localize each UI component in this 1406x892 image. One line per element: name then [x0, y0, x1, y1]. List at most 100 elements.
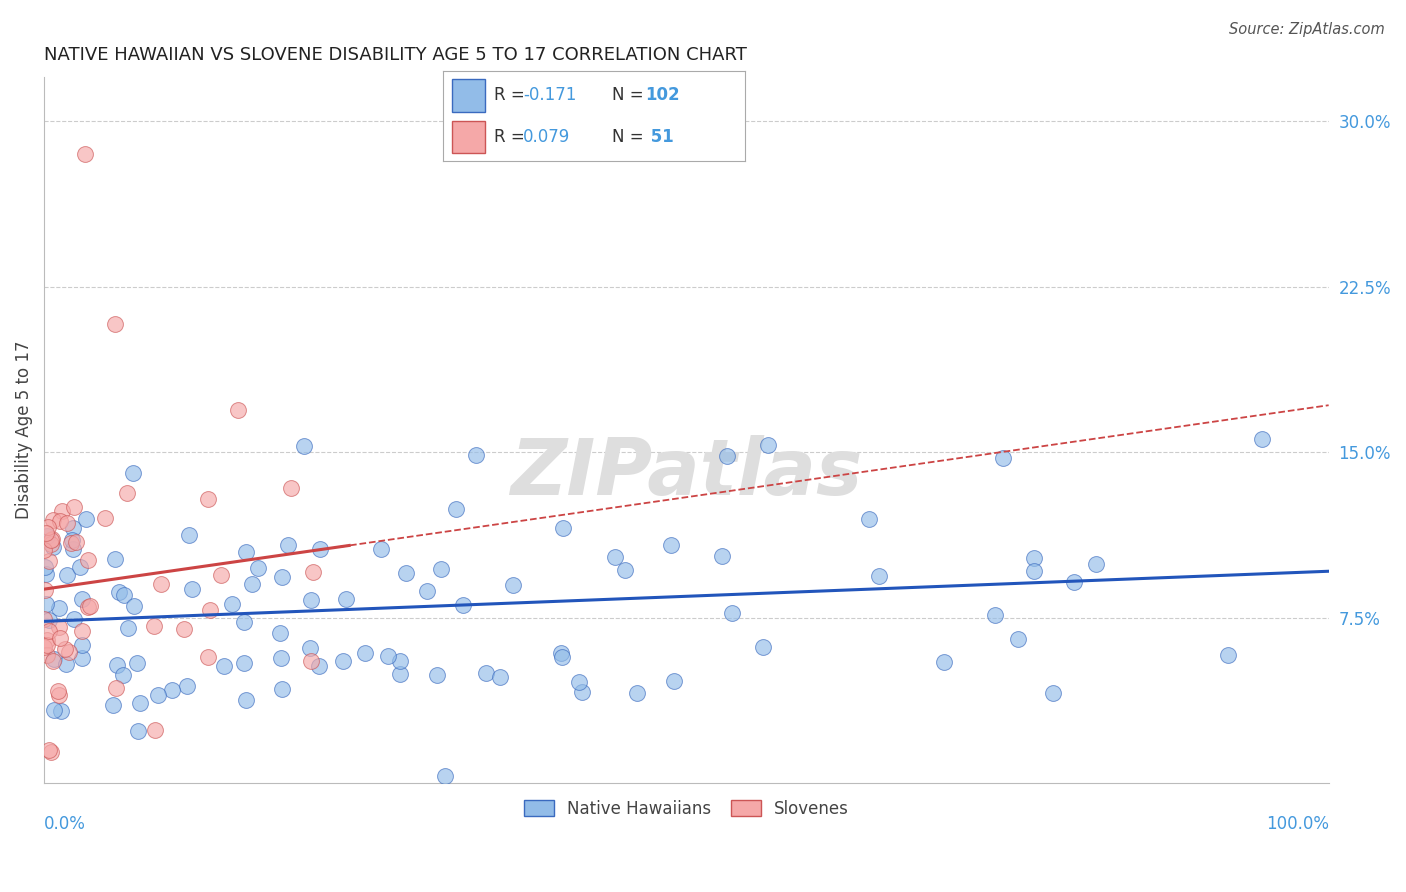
Point	[233, 615, 256, 629]
Point	[122, 599, 145, 613]
Point	[49, 704, 72, 718]
Point	[388, 654, 411, 668]
Point	[430, 561, 453, 575]
Point	[38, 743, 60, 757]
Point	[37, 638, 59, 652]
Point	[1007, 632, 1029, 647]
Text: 51: 51	[645, 128, 673, 146]
Point	[35, 566, 58, 581]
Point	[32, 542, 55, 557]
Point	[37, 529, 59, 543]
Point	[41, 745, 63, 759]
Point	[1042, 686, 1064, 700]
Point	[75, 147, 97, 161]
Text: 0.079: 0.079	[523, 128, 571, 146]
Point	[269, 626, 291, 640]
Point	[858, 512, 880, 526]
Point	[173, 623, 195, 637]
Point	[32, 612, 55, 626]
Point	[280, 482, 302, 496]
Point	[112, 588, 135, 602]
Point	[309, 541, 332, 556]
Point	[751, 640, 773, 654]
Point	[42, 703, 65, 717]
Point	[198, 603, 221, 617]
Point	[104, 551, 127, 566]
Point	[76, 600, 98, 615]
Point	[551, 521, 574, 535]
Point	[41, 533, 63, 547]
Point	[214, 658, 236, 673]
Point	[465, 448, 488, 462]
Point	[34, 559, 56, 574]
Point	[394, 566, 416, 580]
Point	[370, 542, 392, 557]
Point	[48, 601, 70, 615]
Point	[111, 668, 134, 682]
Point	[756, 437, 779, 451]
Text: ZIPatlas: ZIPatlas	[510, 434, 862, 510]
Point	[308, 659, 330, 673]
Point	[1063, 575, 1085, 590]
Point	[72, 591, 94, 606]
Point	[70, 624, 93, 638]
Point	[240, 577, 263, 591]
Point	[664, 673, 686, 688]
Point	[354, 646, 377, 660]
Point	[35, 648, 58, 662]
Point	[377, 649, 399, 664]
Point	[94, 511, 117, 525]
Point	[42, 654, 65, 668]
Point	[105, 681, 128, 696]
Point	[35, 597, 58, 611]
Point	[42, 651, 65, 665]
Point	[181, 582, 204, 596]
Point	[232, 656, 254, 670]
Point	[415, 584, 437, 599]
Point	[62, 521, 84, 535]
Text: -0.171: -0.171	[523, 87, 576, 104]
Point	[221, 597, 243, 611]
Point	[37, 633, 59, 648]
FancyBboxPatch shape	[451, 79, 485, 112]
Text: NATIVE HAWAIIAN VS SLOVENE DISABILITY AGE 5 TO 17 CORRELATION CHART: NATIVE HAWAIIAN VS SLOVENE DISABILITY AG…	[44, 46, 747, 64]
Point	[115, 486, 138, 500]
Point	[150, 576, 173, 591]
Point	[614, 563, 637, 577]
Point	[42, 513, 65, 527]
Point	[104, 317, 127, 331]
Point	[65, 534, 87, 549]
Point	[197, 649, 219, 664]
Point	[127, 723, 149, 738]
Point	[226, 402, 249, 417]
Point	[39, 533, 62, 548]
Point	[991, 451, 1014, 466]
Point	[56, 516, 79, 530]
Point	[235, 692, 257, 706]
Point	[1024, 551, 1046, 566]
Text: R =: R =	[495, 128, 530, 146]
Text: R =: R =	[495, 87, 530, 104]
Point	[58, 645, 80, 659]
Point	[298, 640, 321, 655]
Point	[720, 606, 742, 620]
Point	[335, 592, 357, 607]
Point	[626, 686, 648, 700]
Point	[160, 683, 183, 698]
Point	[42, 540, 65, 554]
Text: 0.0%: 0.0%	[44, 815, 86, 833]
Point	[69, 560, 91, 574]
Point	[209, 568, 232, 582]
Y-axis label: Disability Age 5 to 17: Disability Age 5 to 17	[15, 341, 32, 519]
Point	[868, 568, 890, 582]
Point	[197, 491, 219, 506]
Point	[302, 565, 325, 579]
Point	[568, 675, 591, 690]
Point	[551, 649, 574, 664]
Legend: Native Hawaiians, Slovenes: Native Hawaiians, Slovenes	[517, 793, 856, 824]
Point	[48, 514, 70, 528]
Point	[270, 570, 292, 584]
Point	[105, 658, 128, 673]
Point	[389, 667, 412, 681]
Point	[34, 582, 56, 597]
